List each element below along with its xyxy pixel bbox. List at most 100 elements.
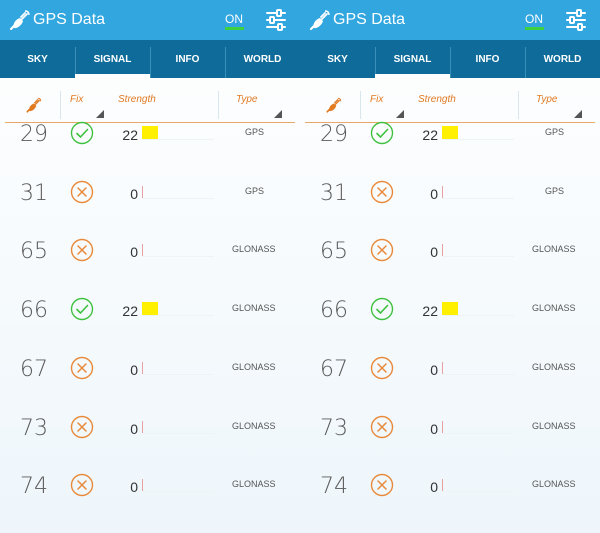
gps-toggle[interactable]: ON bbox=[525, 12, 543, 26]
satellite-row[interactable]: 29 22 GPS bbox=[300, 106, 600, 164]
satellite-prn: 66 bbox=[20, 298, 48, 324]
signal-strength-bar bbox=[442, 420, 443, 433]
tab-sky[interactable]: SKY bbox=[327, 53, 348, 65]
satellite-prn: 74 bbox=[20, 474, 48, 500]
signal-bar-track bbox=[442, 373, 514, 375]
header-divider bbox=[5, 122, 295, 123]
satellite-row[interactable]: 73 0 GLONASS bbox=[0, 400, 300, 458]
satellite-prn: 29 bbox=[320, 122, 348, 147]
signal-strength-bar bbox=[142, 185, 143, 198]
signal-strength-value: 0 bbox=[130, 185, 138, 202]
signal-strength-value: 22 bbox=[122, 127, 138, 143]
tab-sky[interactable]: SKY bbox=[27, 53, 48, 65]
satellite-row[interactable]: 67 0 GLONASS bbox=[0, 341, 300, 399]
satellite-prn: 67 bbox=[20, 356, 48, 382]
constellation-type: GPS bbox=[245, 127, 265, 137]
satellite-row[interactable]: 31 0 GPS bbox=[300, 165, 600, 223]
check-circle-icon bbox=[70, 121, 94, 145]
satellite-prn: 74 bbox=[320, 474, 348, 500]
satellite-row[interactable]: 65 0 GLONASS bbox=[300, 223, 600, 281]
x-circle-icon bbox=[370, 473, 394, 497]
gps-toggle[interactable]: ON bbox=[225, 12, 243, 26]
signal-bar-track bbox=[142, 491, 214, 493]
signal-bar-track bbox=[442, 432, 514, 434]
tab-signal[interactable]: SIGNAL bbox=[75, 40, 150, 78]
tab-info[interactable]: INFO bbox=[450, 40, 525, 78]
satellite-prn: 31 bbox=[320, 180, 348, 206]
signal-strength-bar bbox=[442, 185, 443, 198]
sliders-icon[interactable] bbox=[565, 9, 587, 31]
signal-strength-value: 0 bbox=[130, 420, 138, 437]
x-circle-icon bbox=[370, 180, 394, 204]
tab-info[interactable]: INFO bbox=[150, 40, 225, 78]
signal-strength-bar bbox=[142, 244, 143, 257]
tab-world[interactable]: WORLD bbox=[225, 40, 300, 78]
tab-world[interactable]: WORLD bbox=[525, 40, 600, 78]
signal-bar-track bbox=[142, 139, 214, 140]
signal-bar-track bbox=[142, 197, 214, 199]
gps-panel-left: GPS Data ON SKY SIGNAL INFO WORLD Fix Strength T… bbox=[0, 0, 300, 533]
strength-column-label: Strength bbox=[118, 94, 156, 105]
signal-bar-track bbox=[442, 197, 514, 199]
sliders-icon[interactable] bbox=[265, 9, 287, 31]
constellation-type: GPS bbox=[245, 185, 265, 196]
check-circle-icon bbox=[70, 297, 94, 321]
tab-signal[interactable]: SIGNAL bbox=[375, 40, 450, 78]
x-circle-icon bbox=[70, 238, 94, 262]
satellite-row[interactable]: 66 22 GLONASS bbox=[0, 282, 300, 340]
constellation-type: GLONASS bbox=[532, 303, 576, 314]
signal-strength-value: 22 bbox=[422, 127, 438, 143]
gps-toggle-indicator bbox=[225, 27, 244, 30]
satellite-row[interactable]: 74 0 GLONASS bbox=[300, 458, 600, 516]
constellation-type: GLONASS bbox=[532, 361, 576, 372]
signal-strength-value: 0 bbox=[130, 479, 138, 496]
gps-toggle-indicator bbox=[525, 27, 544, 30]
app-bar: GPS Data ON bbox=[0, 0, 300, 40]
satellite-prn: 73 bbox=[20, 415, 48, 441]
fix-column-sort[interactable] bbox=[360, 91, 406, 119]
signal-strength-bar bbox=[142, 361, 143, 374]
constellation-type: GLONASS bbox=[532, 420, 576, 431]
satellite-row[interactable]: 66 22 GLONASS bbox=[300, 282, 600, 340]
constellation-type: GLONASS bbox=[232, 479, 276, 490]
x-circle-icon bbox=[370, 356, 394, 380]
constellation-type: GLONASS bbox=[532, 479, 576, 490]
satellite-row[interactable]: 29 22 GPS bbox=[0, 106, 300, 164]
satellite-icon[interactable] bbox=[25, 96, 43, 114]
signal-strength-value: 0 bbox=[130, 361, 138, 378]
fix-column-sort[interactable] bbox=[60, 91, 106, 119]
type-column-sort[interactable] bbox=[218, 91, 284, 119]
constellation-type: GLONASS bbox=[232, 361, 276, 372]
strength-column-label: Strength bbox=[418, 94, 456, 105]
signal-strength-value: 0 bbox=[430, 244, 438, 261]
signal-strength-bar bbox=[142, 479, 143, 492]
type-column-sort[interactable] bbox=[518, 91, 584, 119]
satellite-row[interactable]: 31 0 GPS bbox=[0, 165, 300, 223]
satellite-row[interactable]: 74 0 GLONASS bbox=[0, 458, 300, 516]
signal-bar-track bbox=[142, 315, 214, 317]
satellite-row[interactable]: 65 0 GLONASS bbox=[0, 223, 300, 281]
signal-strength-value: 22 bbox=[422, 303, 438, 320]
signal-strength-bar bbox=[442, 361, 443, 374]
fix-column-label: Fix bbox=[70, 94, 84, 105]
x-circle-icon bbox=[70, 473, 94, 497]
satellite-icon[interactable] bbox=[325, 96, 343, 114]
signal-strength-bar bbox=[142, 126, 158, 139]
satellite-prn: 67 bbox=[320, 356, 348, 382]
sort-triangle-icon bbox=[574, 110, 582, 118]
satellite-row[interactable]: 73 0 GLONASS bbox=[300, 400, 600, 458]
x-circle-icon bbox=[70, 415, 94, 439]
signal-bar-track bbox=[442, 315, 514, 317]
signal-strength-value: 0 bbox=[430, 185, 438, 202]
signal-strength-bar bbox=[442, 126, 458, 139]
app-bar: GPS Data ON bbox=[300, 0, 600, 40]
satellite-icon bbox=[308, 8, 332, 32]
x-circle-icon bbox=[70, 356, 94, 380]
constellation-type: GPS bbox=[545, 127, 565, 137]
satellite-prn: 29 bbox=[20, 122, 48, 147]
x-circle-icon bbox=[370, 415, 394, 439]
signal-strength-bar bbox=[442, 479, 443, 492]
constellation-type: GLONASS bbox=[232, 244, 276, 255]
signal-strength-value: 0 bbox=[430, 479, 438, 496]
satellite-row[interactable]: 67 0 GLONASS bbox=[300, 341, 600, 399]
